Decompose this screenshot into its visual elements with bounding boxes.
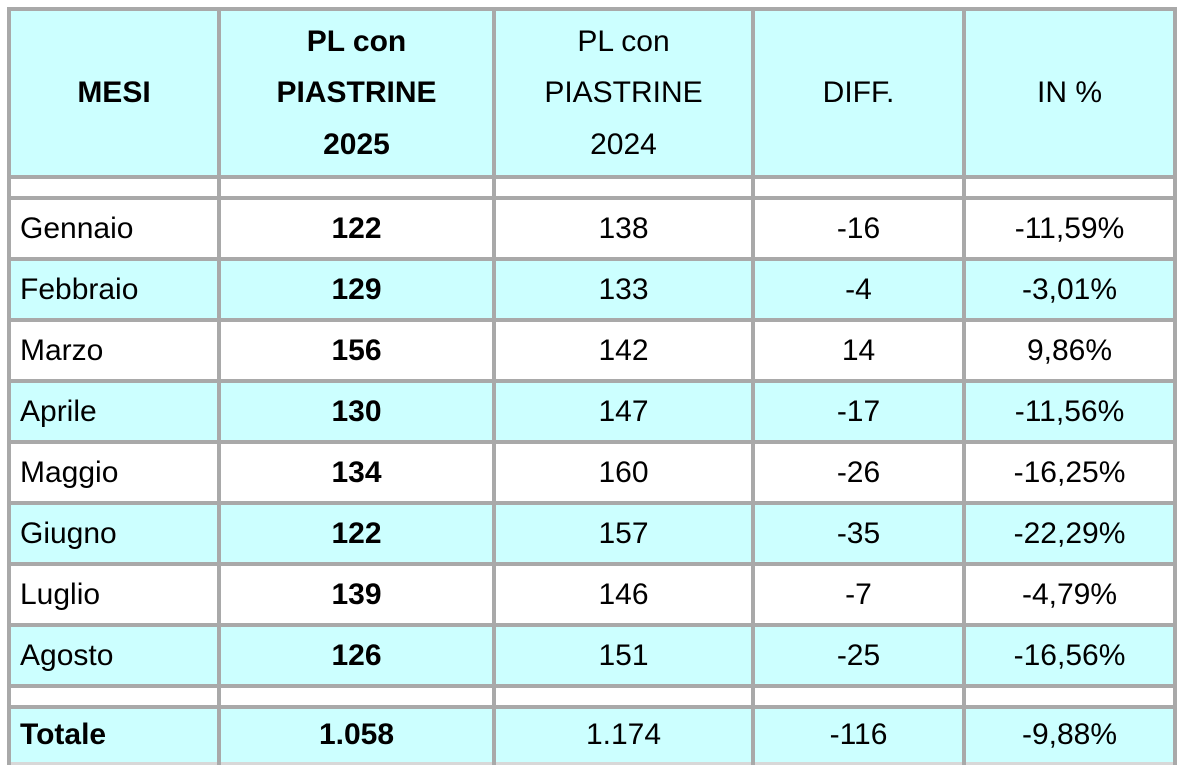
table-body: Gennaio 122 138 -16 -11,59% Febbraio 129 133 -4-…	[7, 175, 1177, 765]
spacer-cell	[492, 175, 755, 200]
pct-cell: -16,25%	[962, 440, 1177, 505]
total-pl2025-cell: 1.058	[217, 705, 496, 765]
pct-cell: -4,79%	[962, 562, 1177, 627]
month-cell: Febbraio	[7, 257, 221, 322]
total-pl2024-cell: 1.174	[492, 705, 755, 765]
pl2024-cell: 157	[492, 501, 755, 566]
monthly-comparison-table: MESI PL con PIASTRINE 2025 PL con PIASTR…	[7, 7, 1177, 765]
pl2024-cell: 133	[492, 257, 755, 322]
month-row: Marzo 156 142 14 9,86%	[7, 318, 1177, 383]
pl2025-cell: 129	[217, 257, 496, 322]
spacer-cell	[751, 684, 966, 709]
pct-cell: -11,56%	[962, 379, 1177, 444]
table-header: MESI PL con PIASTRINE 2025 PL con PIASTR…	[7, 7, 1177, 179]
pl2025-cell: 130	[217, 379, 496, 444]
pl2025-cell: 134	[217, 440, 496, 505]
pl2025-cell: 122	[217, 196, 496, 261]
month-row: Gennaio 122 138 -16 -11,59%	[7, 196, 1177, 261]
total-pct-cell: -9,88%	[962, 705, 1177, 765]
pl2025-cell: 122	[217, 501, 496, 566]
total-row: Totale 1.058 1.174 -116 -9,88%	[7, 705, 1177, 765]
spacer-cell	[492, 684, 755, 709]
spacer-cell	[217, 684, 496, 709]
header-diff: DIFF.	[751, 7, 966, 179]
header-row: MESI PL con PIASTRINE 2025 PL con PIASTR…	[7, 7, 1177, 179]
month-row: Aprile 130 147 -17 -11,56%	[7, 379, 1177, 444]
header-in-pct: IN %	[962, 7, 1177, 179]
month-row: Luglio 139 146 -7 -4,79%	[7, 562, 1177, 627]
diff-cell: 14	[751, 318, 966, 383]
total-label-cell: Totale	[7, 705, 221, 765]
pl2024-cell: 138	[492, 196, 755, 261]
pl2024-cell: 160	[492, 440, 755, 505]
header-pl-2024: PL con PIASTRINE 2024	[492, 7, 755, 179]
spacer-cell	[217, 175, 496, 200]
month-row: Agosto 126 151 -25 -16,56%	[7, 623, 1177, 688]
pct-cell: 9,86%	[962, 318, 1177, 383]
month-cell: Gennaio	[7, 196, 221, 261]
spacer-cell	[962, 175, 1177, 200]
header-mesi: MESI	[7, 7, 221, 179]
month-row: Maggio 134 160 -26 -16,25%	[7, 440, 1177, 505]
pl2024-cell: 146	[492, 562, 755, 627]
pl2024-cell: 142	[492, 318, 755, 383]
diff-cell: -25	[751, 623, 966, 688]
pl2025-cell: 156	[217, 318, 496, 383]
spacer-cell	[962, 684, 1177, 709]
month-row: Giugno 122 157 -35 -22,29%	[7, 501, 1177, 566]
spacer-cell	[751, 175, 966, 200]
pl2025-cell: 126	[217, 623, 496, 688]
pl2025-cell: 139	[217, 562, 496, 627]
diff-cell: -35	[751, 501, 966, 566]
pct-cell: -11,59%	[962, 196, 1177, 261]
spacer-row-bottom	[7, 684, 1177, 709]
month-cell: Luglio	[7, 562, 221, 627]
spacer-cell	[7, 175, 221, 200]
month-cell: Maggio	[7, 440, 221, 505]
pl2024-cell: 151	[492, 623, 755, 688]
diff-cell: -17	[751, 379, 966, 444]
spacer-cell	[7, 684, 221, 709]
diff-cell: -4	[751, 257, 966, 322]
diff-cell: -7	[751, 562, 966, 627]
month-cell: Agosto	[7, 623, 221, 688]
pct-cell: -3,01%	[962, 257, 1177, 322]
month-cell: Marzo	[7, 318, 221, 383]
header-pl-2025: PL con PIASTRINE 2025	[217, 7, 496, 179]
spacer-row-top	[7, 175, 1177, 200]
month-cell: Aprile	[7, 379, 221, 444]
total-diff-cell: -116	[751, 705, 966, 765]
month-row: Febbraio 129 133 -4 -3,01%	[7, 257, 1177, 322]
pct-cell: -16,56%	[962, 623, 1177, 688]
diff-cell: -26	[751, 440, 966, 505]
diff-cell: -16	[751, 196, 966, 261]
month-cell: Giugno	[7, 501, 221, 566]
pct-cell: -22,29%	[962, 501, 1177, 566]
pl2024-cell: 147	[492, 379, 755, 444]
